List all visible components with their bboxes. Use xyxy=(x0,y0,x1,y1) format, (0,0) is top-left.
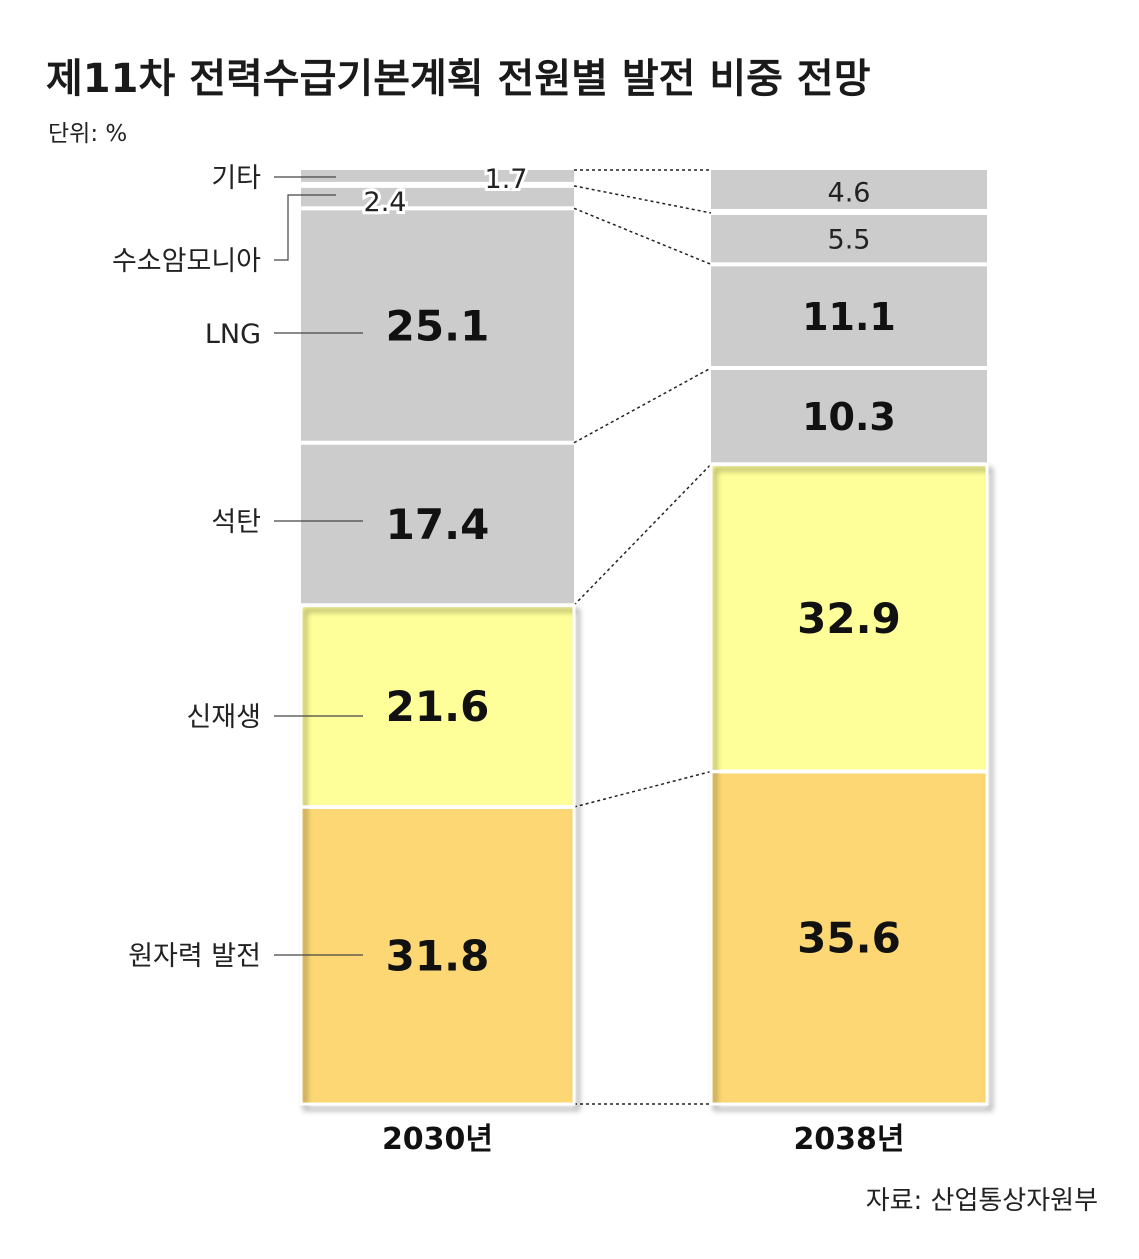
value-label-other-1: 1.7 xyxy=(485,164,528,195)
series-label-coal: 석탄 xyxy=(211,507,261,538)
value-label-renewable-2: 32.9 xyxy=(797,594,901,643)
bar-segment-nuclear-1 xyxy=(301,808,574,1104)
highlight-outline-2 xyxy=(709,462,989,1106)
series-label-renewable: 신재생 xyxy=(186,702,261,733)
bar-segment-renewable-2 xyxy=(711,466,987,770)
value-label-nuclear-2: 35.6 xyxy=(797,914,901,963)
connector-line-4 xyxy=(573,367,712,444)
bar-segment-other-1 xyxy=(301,170,574,182)
bar-segment-lng-2 xyxy=(711,266,987,367)
value-label-coal-1: 17.4 xyxy=(386,500,490,549)
series-label-lng: LNG xyxy=(205,319,261,350)
bar-segment-coal-2 xyxy=(711,370,987,463)
value-label-other-2: 4.6 xyxy=(828,177,871,208)
connector-line-3 xyxy=(573,463,712,606)
connector-line-2 xyxy=(573,770,712,808)
leader-line-hydrogen-ammonia xyxy=(274,194,336,261)
connector-lines xyxy=(573,169,712,1105)
value-label-lng-2: 11.1 xyxy=(802,295,896,339)
bar-segment-lng-1 xyxy=(301,210,574,441)
connector-line-6 xyxy=(573,185,712,214)
highlight-outline-1 xyxy=(299,603,576,1106)
value-label-renewable-1: 21.6 xyxy=(386,682,490,731)
value-label-lng-1: 25.1 xyxy=(386,302,490,351)
bar-segment-other-2 xyxy=(711,170,987,209)
series-label-nuclear: 원자력 발전 xyxy=(128,941,261,972)
value-label-coal-2: 10.3 xyxy=(802,395,896,439)
series-label-hydrogen-ammonia: 수소암모니아 xyxy=(112,246,261,277)
value-label-nuclear-1: 31.8 xyxy=(386,931,490,980)
bar-segment-coal-1 xyxy=(301,444,574,604)
series-label-other: 기타 xyxy=(211,163,261,194)
bar-segment-renewable-1 xyxy=(301,607,574,805)
unit-label: 단위: % xyxy=(48,121,127,147)
connector-line-5 xyxy=(573,207,712,266)
bar-segment-hydrogen-ammonia-1 xyxy=(301,187,574,207)
year-label-2: 2038년 xyxy=(793,1122,904,1157)
category-labels-group: 2030년 2038년 31.8 21.6 17.4 25.1 35.6 32.9 10.3 11… xyxy=(112,161,905,1157)
bar-segment-nuclear-2 xyxy=(711,773,987,1104)
bar-segment-hydrogen-ammonia-2 xyxy=(711,214,987,263)
bars-group xyxy=(299,170,989,1106)
chart-title: 제11차 전력수급기본계획 전원별 발전 비중 전망 xyxy=(46,56,871,102)
value-label-hydrogen-ammonia-1: 2.4 xyxy=(364,187,407,218)
value-label-hydrogen-ammonia-2: 5.5 xyxy=(828,225,871,256)
year-label-1: 2030년 xyxy=(382,1122,493,1157)
source-label: 자료: 산업통상자원부 xyxy=(866,1186,1098,1216)
